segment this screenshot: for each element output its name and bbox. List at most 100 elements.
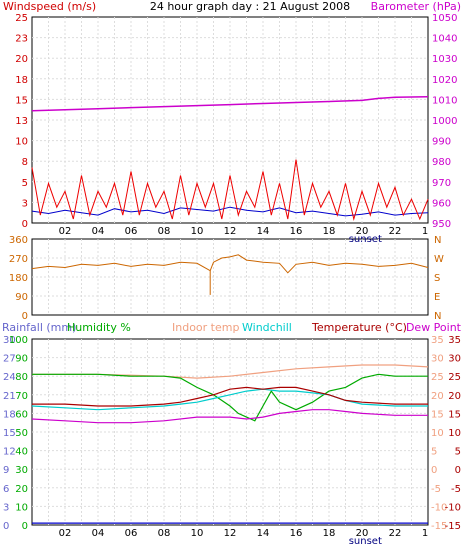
rain-tick-label: 0 (3, 521, 9, 532)
barometer-tick-label: 1000 (432, 116, 457, 127)
compass-tick-label: S (434, 273, 440, 284)
direction-tick-label: 0 (22, 311, 28, 322)
temperature-tick-label: -10 (445, 502, 461, 513)
rain-tick-label: 18 (3, 409, 16, 420)
compass-tick-label: E (434, 292, 440, 303)
barometer-tick-label: 1050 (432, 13, 457, 24)
x-tick-label: 06 (125, 226, 138, 237)
temp-series-4 (31, 409, 428, 424)
legend-temperature: Temperature (°C) (311, 321, 407, 334)
barometer-tick-label: 980 (432, 157, 451, 168)
x-tick-label-end: 1 (422, 528, 428, 539)
x-tick-label: 08 (158, 226, 171, 237)
humidity-tick-label: 20 (15, 484, 28, 495)
x-tick-label: 04 (92, 528, 105, 539)
rain-tick-label: 21 (3, 391, 16, 402)
rain-tick-label: 3 (3, 502, 9, 513)
indoor-tick-label: -5 (431, 484, 441, 495)
direction-series-0 (31, 254, 429, 274)
temperature-tick-label: 35 (448, 335, 461, 346)
humidity-tick-label: 90 (15, 354, 28, 365)
x-tick-label: 08 (158, 528, 171, 539)
rain-tick-label: 30 (3, 335, 16, 346)
sunset-label: sunset (349, 536, 382, 547)
x-tick-label: 10 (191, 528, 204, 539)
humidity-tick-label: 40 (15, 447, 28, 458)
barometer-tick-label: 990 (432, 137, 451, 148)
wind-tick-label: 5 (22, 178, 28, 189)
wind-series-1 (31, 206, 429, 217)
indoor-tick-label: 0 (431, 465, 437, 476)
direction-tick-label: 180 (9, 273, 28, 284)
graph-title: 24 hour graph day : 21 August 2008 (150, 0, 350, 13)
humidity-tick-label: 60 (15, 409, 28, 420)
barometer-tick-label: 1010 (432, 95, 457, 106)
barometer-tick-label: 1030 (432, 54, 457, 65)
indoor-tick-label: 35 (431, 335, 444, 346)
wind-tick-label: 8 (22, 157, 28, 168)
barometer-tick-label: 1040 (432, 34, 457, 45)
temperature-tick-label: -15 (445, 521, 461, 532)
wind-tick-label: 15 (15, 95, 28, 106)
direction-tick-label: 270 (9, 254, 28, 265)
barometer-tick-label: 950 (432, 219, 451, 230)
indoor-tick-label: 10 (431, 428, 444, 439)
temperature-tick-label: 10 (448, 428, 461, 439)
x-tick-label: 22 (389, 528, 402, 539)
rain-tick-label: 27 (3, 354, 16, 365)
temperature-tick-label: -5 (451, 484, 461, 495)
rain-tick-label: 9 (3, 465, 9, 476)
wind-tick-label: 0 (22, 219, 28, 230)
x-tick-label: 10 (191, 226, 204, 237)
rain-tick-label: 24 (3, 372, 16, 383)
wind-tick-label: 10 (15, 137, 28, 148)
x-tick-label: 16 (290, 226, 303, 237)
legend-windchill: Windchill (242, 321, 292, 334)
rain-tick-label: 15 (3, 428, 16, 439)
rain-tick-label: 12 (3, 447, 16, 458)
barometer-tick-label: 1020 (432, 75, 457, 86)
temp-series-3 (32, 386, 428, 407)
wind-tick-label: 13 (15, 116, 28, 127)
temp-series-0 (32, 364, 429, 379)
barometer-tick-label: 960 (432, 198, 451, 209)
x-tick-label: 02 (59, 226, 72, 237)
humidity-tick-label: 70 (15, 391, 28, 402)
rain-tick-label: 6 (3, 484, 9, 495)
x-tick-label-end: 1 (422, 226, 428, 237)
legend-rainfall: Rainfall (mm) (2, 321, 76, 334)
x-tick-label: 06 (125, 528, 138, 539)
compass-tick-label: W (434, 254, 444, 265)
direction-tick-label: 360 (9, 235, 28, 246)
humidity-tick-label: 50 (15, 428, 28, 439)
wind-series-2 (31, 159, 429, 221)
x-tick-label: 12 (224, 528, 237, 539)
x-tick-label: 20 (356, 226, 369, 237)
indoor-tick-label: -10 (431, 502, 447, 513)
sunset-label: sunset (349, 234, 382, 245)
wind-tick-label: 18 (15, 75, 28, 86)
x-tick-label: 02 (59, 528, 72, 539)
temperature-tick-label: 25 (448, 372, 461, 383)
indoor-tick-label: -15 (431, 521, 447, 532)
wind-tick-label: 3 (22, 198, 28, 209)
temperature-tick-label: 0 (455, 465, 461, 476)
x-tick-label: 18 (323, 528, 336, 539)
humidity-tick-label: 100 (9, 335, 28, 346)
x-tick-label: 14 (257, 528, 270, 539)
wind-tick-label: 20 (15, 54, 28, 65)
wind-tick-label: 23 (15, 34, 28, 45)
temp-series-1 (32, 373, 428, 422)
temperature-tick-label: 20 (448, 391, 461, 402)
indoor-tick-label: 30 (431, 354, 444, 365)
temperature-tick-label: 30 (448, 354, 461, 365)
compass-tick-label: N (434, 235, 441, 246)
x-tick-label: 16 (290, 528, 303, 539)
x-tick-label: 20 (356, 528, 369, 539)
barometer-tick-label: 970 (432, 178, 451, 189)
x-tick-label: 14 (257, 226, 270, 237)
windspeed-axis-label: Windspeed (m/s) (3, 0, 96, 13)
temperature-tick-label: 15 (448, 409, 461, 420)
indoor-tick-label: 20 (431, 391, 444, 402)
